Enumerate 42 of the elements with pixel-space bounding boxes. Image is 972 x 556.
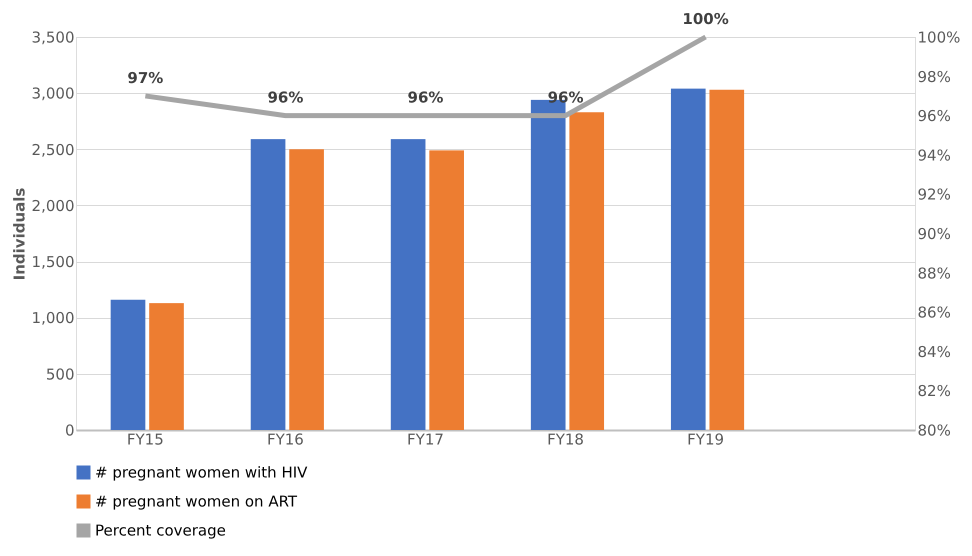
data-label: 96% (267, 88, 304, 107)
bar (670, 88, 706, 430)
y-tick-label: 500 (46, 365, 74, 384)
x-tick-label: FY19 (687, 430, 724, 448)
legend-label: # pregnant women on ART (95, 492, 298, 510)
data-label: 100% (682, 10, 729, 28)
y-tick-label: 1,500 (32, 253, 74, 272)
data-label: 96% (548, 88, 584, 107)
y2-tick-label: 100% (918, 28, 960, 46)
y2-tick-label: 84% (918, 342, 951, 361)
bar (390, 139, 426, 430)
x-tick-label: FY18 (547, 430, 584, 448)
y-tick-label: 1,000 (32, 309, 74, 328)
data-label: 97% (127, 68, 164, 87)
y2-tick-label: 98% (918, 68, 951, 86)
bar (569, 112, 604, 430)
y2-tick-label: 86% (918, 304, 951, 322)
y2-tick-label: 94% (918, 146, 951, 164)
y2-tick-label: 88% (918, 264, 951, 282)
bar (429, 150, 464, 430)
y-tick-label: 3,500 (32, 28, 74, 46)
x-tick-label: FY17 (407, 430, 444, 448)
y-tick-label: 2,500 (32, 140, 74, 159)
bar (709, 90, 744, 430)
y2-tick-label: 96% (918, 107, 951, 126)
y2-tick-label: 82% (918, 382, 951, 400)
x-tick-label: FY16 (266, 430, 304, 448)
y2-tick-label: 90% (918, 225, 951, 243)
bar (149, 303, 184, 430)
y-tick-label: 2,000 (32, 196, 74, 215)
bar (289, 149, 324, 430)
y2-tick-label: 92% (918, 186, 951, 204)
y2-tick-label: 80% (918, 422, 951, 440)
y-axis-title: Individuals (10, 188, 29, 280)
data-label: 96% (408, 88, 444, 107)
legend-label: # pregnant women with HIV (95, 464, 308, 482)
bar (110, 300, 146, 430)
x-tick-label: FY15 (126, 430, 164, 448)
legend-label: Percent coverage (95, 522, 226, 540)
bar (250, 139, 286, 430)
y-tick-label: 0 (64, 422, 74, 440)
y-tick-label: 3,000 (32, 84, 74, 103)
